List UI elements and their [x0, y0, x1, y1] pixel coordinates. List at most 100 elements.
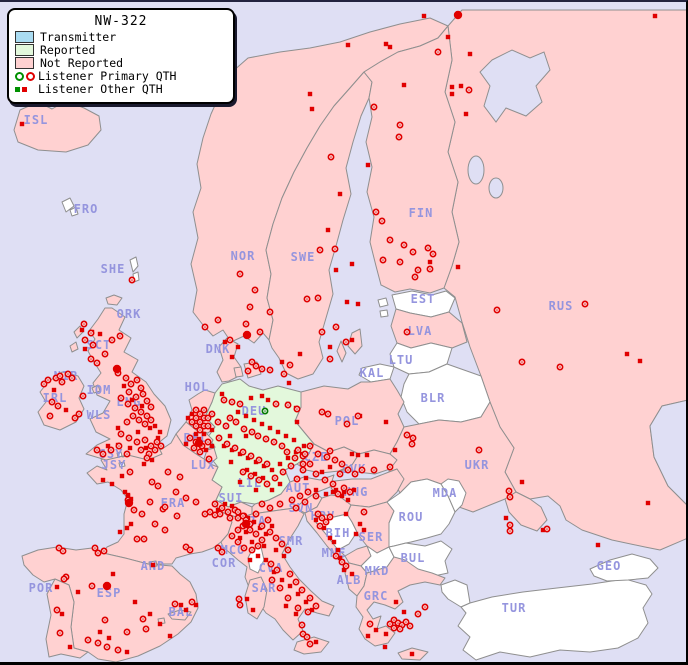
listener-other-qth-marker: [330, 489, 336, 495]
islands-orkney: [105, 294, 123, 306]
listener-primary-qth-marker-dot: [397, 622, 399, 624]
listener-other-qth-marker: [449, 84, 455, 90]
listener-other-qth-marker: [401, 82, 407, 88]
listener-primary-qth-marker-dot: [102, 453, 104, 455]
listener-primary-qth-marker-dot: [329, 450, 331, 452]
listener-primary-qth-marker-dot: [296, 408, 298, 410]
listener-other-qth-marker: [135, 429, 141, 435]
listener-primary-qth-marker-dot: [406, 331, 408, 333]
island-mallorca: [167, 609, 192, 621]
listener-primary-qth-marker-dot: [199, 421, 201, 423]
listener-primary-qth-marker-dot: [427, 247, 429, 249]
listener-primary-qth-marker-dot: [160, 445, 162, 447]
listener-other-qth-marker: [313, 517, 319, 523]
listener-other-qth-marker: [275, 429, 281, 435]
listener-other-qth-marker: [247, 557, 253, 563]
listener-primary-qth-marker-dot: [195, 501, 197, 503]
listener-other-qth-marker: [250, 607, 256, 613]
listener-primary-qth-marker-dot: [347, 469, 349, 471]
listener-other-qth-marker: [178, 602, 184, 608]
country-crimea: [504, 491, 548, 532]
listener-other-qth-marker: [297, 351, 303, 357]
green-circle-icon: [15, 71, 24, 81]
listener-other-qth-marker: [383, 419, 389, 425]
country-geo: [589, 553, 659, 582]
listener-primary-qth-marker-dot: [126, 453, 128, 455]
listener-other-qth-marker: [157, 429, 163, 435]
listener-other-qth-marker: [147, 611, 153, 617]
listener-primary-qth-marker-dot: [59, 632, 61, 634]
listener-primary-qth-marker-dot: [412, 437, 414, 439]
listener-other-qth-marker: [309, 607, 315, 613]
listener-primary-qth-marker-dot: [78, 413, 80, 415]
listener-primary-qth-marker-dot: [321, 331, 323, 333]
listener-other-qth-marker: [637, 358, 643, 364]
listener-other-qth-marker: [201, 431, 207, 437]
listener-primary-qth-marker-dot: [191, 421, 193, 423]
listener-primary-qth-marker-dot: [242, 471, 244, 473]
listener-primary-qth-marker-dot: [334, 248, 336, 250]
listener-other-qth-marker: [227, 433, 233, 439]
country-label-wls: WLS: [87, 408, 112, 422]
listener-other-qth-marker: [82, 346, 88, 352]
listener-other-qth-marker: [277, 461, 283, 467]
listener-primary-qth-marker-dot: [174, 603, 176, 605]
listener-primary-qth-marker-dot: [148, 453, 150, 455]
listener-other-qth-marker: [249, 539, 255, 545]
listener-primary-qth-marker-dot: [335, 555, 337, 557]
listener-primary-qth-marker-dot: [273, 441, 275, 443]
country-lva: [390, 308, 468, 349]
country-label-ser: SER: [359, 530, 384, 544]
listener-primary-qth-marker-dot: [229, 517, 231, 519]
listener-primary-qth-marker-dot: [208, 458, 210, 460]
country-label-gsy: GSY: [99, 447, 124, 461]
listener-other-qth-marker: [365, 633, 371, 639]
country-label-mco: MCO: [221, 543, 246, 557]
listener-primary-qth-marker-dot: [219, 513, 221, 515]
listener-other-qth-marker: [291, 437, 297, 443]
listener-primary-qth-marker-dot: [258, 479, 260, 481]
listener-primary-qth-marker-dot: [126, 421, 128, 423]
listener-primary-qth-marker-dot: [521, 361, 523, 363]
listener-primary-qth-marker-dot: [269, 311, 271, 313]
listener-primary-qth-marker-dot: [138, 419, 140, 421]
country-label-sui: SUI: [219, 491, 244, 505]
listener-primary-qth-marker-dot: [71, 377, 73, 379]
listener-primary-qth-marker-dot: [281, 543, 283, 545]
listener-other-qth-marker: [277, 481, 283, 487]
listener-primary-qth-marker-dot: [279, 587, 281, 589]
listener-primary-qth-marker-dot: [287, 597, 289, 599]
listener-other-qth-marker: [335, 547, 341, 553]
listener-primary-qth-marker-dot: [117, 649, 119, 651]
listener-other-qth-marker: [283, 603, 289, 609]
listener-other-qth-marker: [243, 413, 249, 419]
listener-primary-qth-marker-dot: [150, 445, 152, 447]
listener-other-qth-marker: [339, 493, 345, 499]
listener-primary-qth-marker-dot: [90, 332, 92, 334]
listener-other-qth-marker: [253, 487, 259, 493]
listener-primary-qth-marker-dot: [111, 339, 113, 341]
listener-primary-qth-marker-dot: [195, 409, 197, 411]
listener-primary-qth-marker-dot: [204, 326, 206, 328]
listener-primary-qth-marker-dot: [271, 579, 273, 581]
listener-primary-qth-marker-dot: [250, 455, 252, 457]
country-shapes: [13, 9, 686, 662]
red-circle-icon: [26, 71, 35, 81]
listener-primary-qth-marker-dot: [141, 513, 143, 515]
listener-primary-qth-marker-dot: [130, 383, 132, 385]
listener-other-qth-marker: [263, 531, 269, 537]
listener-primary-qth-marker-dot: [373, 469, 375, 471]
listener-other-qth-marker: [185, 415, 191, 421]
listener-other-qth-marker: [383, 41, 389, 47]
country-label-rou: ROU: [399, 510, 424, 524]
listener-primary-qth-marker-dot: [91, 585, 93, 587]
country-label-cze: CZE: [304, 450, 329, 464]
listener-other-qth-marker: [251, 417, 257, 423]
listener-primary-qth-marker-dot: [221, 551, 223, 553]
listener-primary-qth-marker-dot: [255, 533, 257, 535]
listener-primary-qth-marker-dot: [203, 417, 205, 419]
listener-other-qth-marker: [150, 562, 156, 568]
listener-other-qth-marker: [281, 553, 287, 559]
listener-other-qth-marker: [105, 443, 111, 449]
